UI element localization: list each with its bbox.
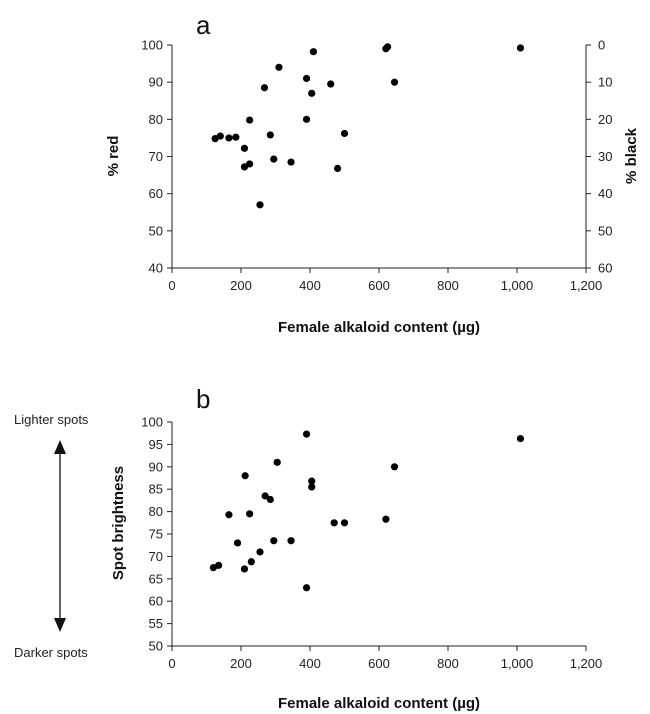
panel-a-y2-tick-label: 60 [598,261,612,276]
panel-a-data-point [216,132,224,140]
panel-b-data-point [246,510,254,518]
panel-b-data-point [225,511,233,519]
panel-b-data-point [247,558,255,566]
panel-b-y-tick-label: 80 [149,504,163,519]
panel-a-data-point [308,89,316,97]
panel-a-data-point [309,48,318,56]
panel-b-y-tick-label: 60 [149,594,163,609]
panel-b-y-tick-label: 95 [149,437,163,452]
panel-b-y-tick-label: 50 [149,639,163,654]
panel-b-data-point [270,537,278,545]
panel-a-y-tick-label: 50 [149,223,163,238]
panel-a-y-tick-label: 70 [149,149,163,164]
panel-a-y-tick-label: 90 [149,75,163,90]
brightness-double-arrow [54,440,66,632]
panel-b-data-point [302,584,311,592]
panel-b-y-tick-label: 100 [141,415,163,430]
panel-a-data-point [240,144,249,152]
panel-b-data-point [340,519,349,527]
panel-b-data-point [287,537,295,545]
panel-a-data-point [232,133,240,141]
panel-a-data-point [270,155,278,163]
panel-b-x-tick-label: 600 [368,656,390,671]
panel-a-y2-tick-label: 30 [598,149,612,164]
panel-b-data-point [273,458,281,466]
panel-a-data-point [302,115,311,123]
panel-a-y-tick-label: 100 [141,38,163,53]
panel-a-x-tick-label: 800 [437,278,459,293]
panel-b-y-label: Spot brightness [110,466,127,580]
panel-b-y-tick-label: 70 [149,549,163,564]
panel-b-y-tick-label: 90 [149,459,163,474]
panel-a-data-point [327,80,335,88]
panel-a-data-point [516,44,525,52]
panel-b-data-point [261,492,269,500]
panel-a-x-tick-label: 1,200 [570,278,603,293]
panel-a-data-point [302,74,311,83]
panel-a-x-tick-label: 1,000 [501,278,534,293]
panel-b: b 0 200 400 600 800 1,000 1,200 50 55 60 65 70 75 80… [14,384,602,712]
panel-a-y-label: % red [105,136,122,177]
panel-b-x-tick-label: 800 [437,656,459,671]
panel-a-y2-tick-label: 0 [598,38,605,53]
panel-a-y2-tick-label: 50 [598,223,612,238]
panel-b-data-point [266,495,274,504]
panel-b-x-tick-label: 1,000 [501,656,534,671]
panel-a-y2-tick-label: 10 [598,75,612,90]
panel-a-x-tick-label: 200 [230,278,252,293]
panel-b-data-point [240,565,249,573]
panel-b-x-tick-label: 0 [168,656,175,671]
panel-b-x-tick-label: 200 [230,656,252,671]
panel-a-x-tick-label: 600 [368,278,390,293]
panel-b-y-tick-label: 65 [149,571,163,586]
panel-a-data-point [246,160,254,168]
panel-b-data-point [516,434,525,443]
panel-a-data-point [384,43,392,51]
panel-a-y-tick-label: 40 [149,261,163,276]
panel-b-label: b [196,384,210,414]
panel-b-data-point [308,483,316,491]
lighter-spots-label: Lighter spots [14,412,89,427]
panel-a-data-point [246,116,254,124]
panel-a-data-point [340,129,349,138]
darker-spots-label: Darker spots [14,645,88,660]
panel-b-data-point [214,561,223,569]
panel-b-data-point [330,519,338,527]
panel-b-y-tick-label: 75 [149,527,163,542]
panel-a-y-tick-label: 60 [149,186,163,201]
panel-a-data-point [275,63,283,71]
panel-a: a 0 200 400 600 800 1,000 1,200 40506070809010… [105,10,640,336]
panel-b-y-tick-label: 85 [149,482,163,497]
panel-a-data-point [256,201,264,209]
panel-b-x-tick-label: 1,200 [570,656,603,671]
panel-a-data-point [225,134,233,142]
panel-b-y-tick-label: 55 [149,616,163,631]
panel-b-data-point [233,539,242,547]
panel-a-y2-tick-label: 40 [598,186,612,201]
panel-a-x-tick-label: 0 [168,278,175,293]
panel-b-data-point [241,472,249,480]
panel-b-x-tick-label: 400 [299,656,321,671]
panel-b-data-point [256,548,264,556]
panel-b-data-point [382,515,390,523]
panel-b-x-label: Female alkaloid content (µg) [278,695,480,712]
panel-a-data-point [287,158,295,166]
panel-b-data-point [302,430,311,438]
panel-a-data-point [334,164,342,172]
panel-a-data-point [266,131,274,139]
panel-b-data-point [308,477,316,485]
panel-a-y-tick-label: 80 [149,112,163,127]
panel-a-data-point [260,84,269,92]
panel-b-data-point [390,463,399,471]
panel-a-x-tick-label: 400 [299,278,321,293]
panel-a-x-label: Female alkaloid content (µg) [278,319,480,336]
panel-a-y2-tick-label: 20 [598,112,612,127]
panel-a-y2-label: % black [623,127,640,184]
panel-a-data-point [390,78,399,86]
panel-a-label: a [196,10,211,40]
